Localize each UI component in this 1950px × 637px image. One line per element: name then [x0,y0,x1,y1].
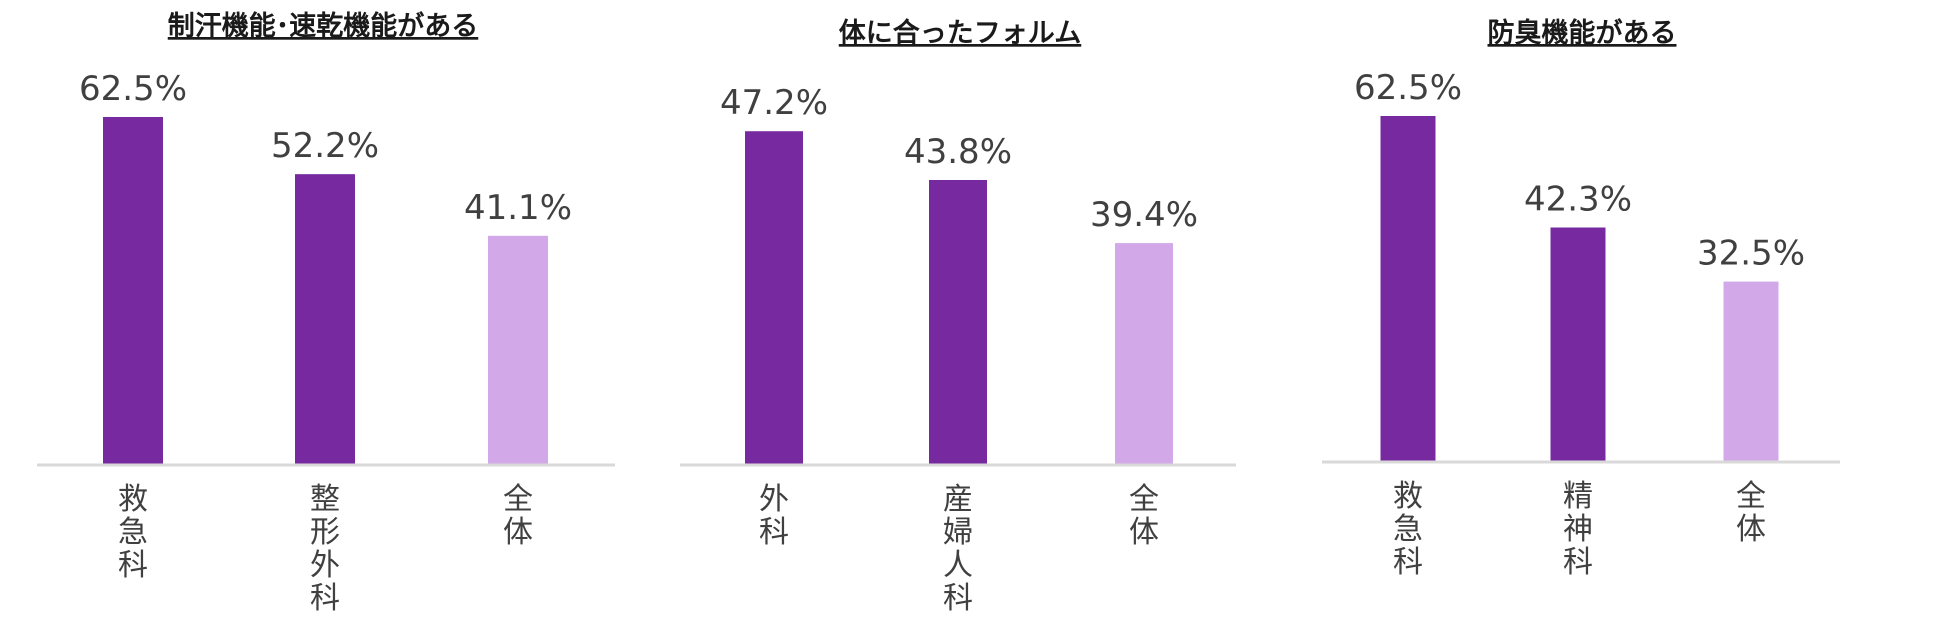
data-label: 62.5% [1354,68,1462,108]
data-label: 41.1% [464,188,572,228]
data-label: 42.3% [1524,180,1632,220]
chart-title: 防臭機能がある [1488,17,1677,49]
category-label: 産婦人科 [943,482,973,616]
bar-2 [295,174,355,464]
bar-3 [488,235,548,464]
bar-2 [929,179,987,464]
category-label: 整形外科 [310,482,340,616]
category-label: 精神科 [1563,479,1593,580]
category-label: 全体 [1736,479,1766,547]
category-label: 救急科 [118,482,148,583]
chart-title: 体に合ったフォルム [839,17,1081,49]
chart-panel-1: 制汗機能･速乾機能がある 62.5% 救急科 52.2% 整形外科 41.1% 全体 [37,10,615,616]
bar-3 [1115,243,1173,464]
chart-panel-3: 防臭機能がある 62.5% 救急科 42.3% 精神科 32.5% 全体 [1322,17,1840,580]
data-label: 43.8% [904,132,1012,172]
data-label: 52.2% [271,126,379,166]
bar-3 [1723,281,1779,461]
data-label: 39.4% [1090,195,1198,235]
bar-2 [1550,227,1606,461]
chart-panel-2: 体に合ったフォルム 47.2% 外科 43.8% 産婦人科 39.4% 全体 [680,17,1236,616]
chart-title: 制汗機能･速乾機能がある [168,10,479,42]
data-label: 47.2% [720,83,828,123]
data-label: 32.5% [1697,234,1805,274]
bar-1 [1380,116,1436,461]
data-label: 62.5% [79,69,187,109]
bar-1 [745,131,803,464]
category-label: 外科 [759,482,789,550]
category-label: 全体 [1129,482,1159,550]
category-label: 救急科 [1393,479,1423,580]
bar-1 [103,116,163,464]
category-label: 全体 [503,482,533,550]
